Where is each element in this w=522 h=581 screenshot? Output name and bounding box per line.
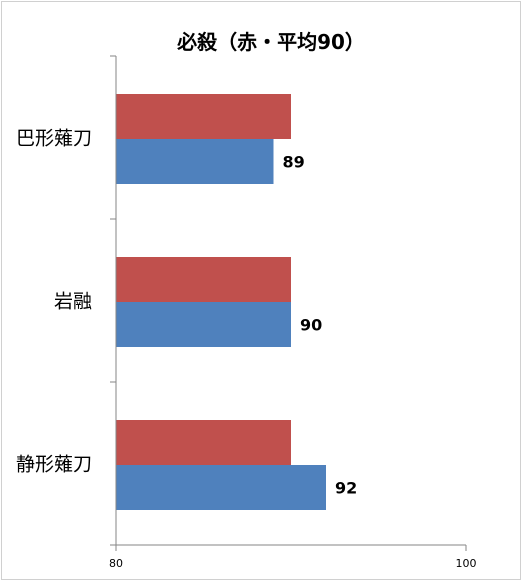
data-label-1: 89 <box>283 153 305 172</box>
bar-2-1 <box>116 139 274 184</box>
bar-1-1 <box>116 94 291 139</box>
x-tick-label-1: 80 <box>109 557 123 570</box>
bar-2-3 <box>116 465 326 510</box>
category-label-3: 静形薙刀 <box>16 454 92 476</box>
axes-group <box>110 55 467 551</box>
category-label-1: 巴形薙刀 <box>16 128 92 150</box>
labels-group: 89 巴形薙刀 90 岩融 92 静形薙刀 80 100 <box>16 128 477 571</box>
category-label-2: 岩融 <box>54 291 92 313</box>
bar-2-2 <box>116 302 291 347</box>
chart-title: 必殺（赤・平均90） <box>176 30 365 54</box>
data-label-2: 90 <box>300 316 322 335</box>
x-tick-label-2: 100 <box>456 557 477 570</box>
bars-group <box>116 94 326 510</box>
bar-1-2 <box>116 257 291 302</box>
bar-1-3 <box>116 420 291 465</box>
data-label-3: 92 <box>335 479 357 498</box>
